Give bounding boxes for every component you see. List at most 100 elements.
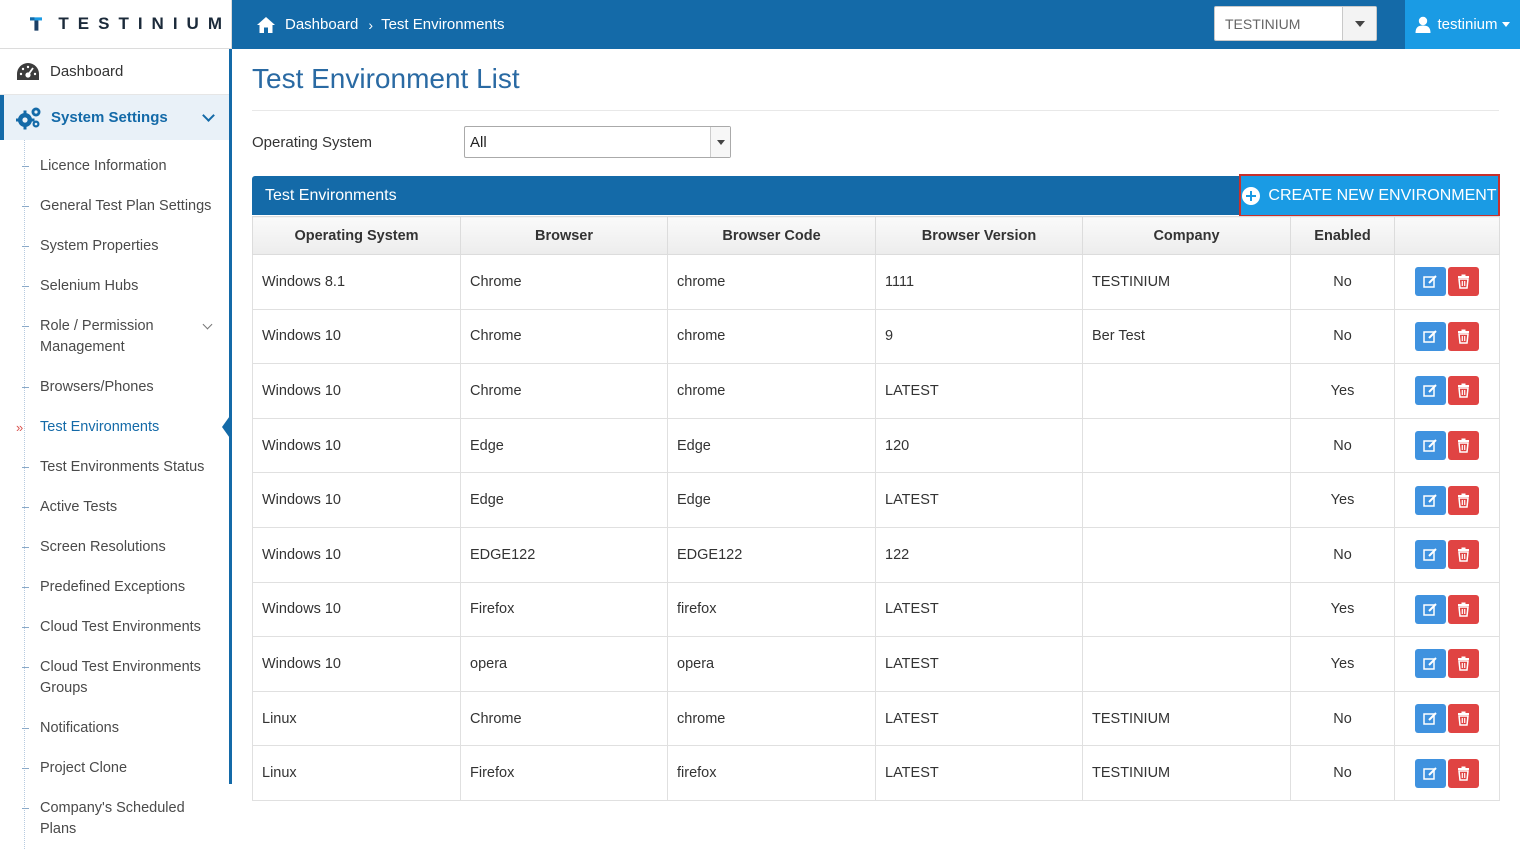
tree-dash (22, 507, 29, 508)
tree-dash (22, 387, 29, 388)
sidebar-item-cloud-test-environments-groups[interactable]: Cloud Test Environments Groups (0, 647, 229, 708)
sidebar-item-test-environments[interactable]: » Test Environments (0, 407, 232, 447)
column-header[interactable]: Enabled (1290, 216, 1395, 255)
sidebar-item-label: Predefined Exceptions (40, 579, 186, 595)
sidebar-item-label: System Settings (51, 109, 168, 126)
row-actions (1394, 254, 1500, 310)
sidebar-item-general-test-plan-settings[interactable]: General Test Plan Settings (0, 186, 229, 226)
table-cell (1082, 417, 1291, 474)
delete-button[interactable] (1448, 704, 1479, 734)
table-cell: chrome (667, 254, 876, 310)
company-select[interactable]: TESTINIUM (1214, 6, 1377, 41)
sidebar-item-notifications[interactable]: Notifications (0, 708, 229, 748)
sidebar-item-selenium-hubs[interactable]: Selenium Hubs (0, 266, 229, 306)
edit-button[interactable] (1415, 485, 1446, 515)
table-cell: Windows 10 (252, 308, 461, 365)
column-header[interactable]: Operating System (252, 216, 461, 255)
sidebar-item-label: System Properties (40, 238, 159, 254)
table-cell: opera (667, 636, 876, 692)
delete-button[interactable] (1448, 321, 1479, 351)
table-cell: chrome (667, 308, 876, 365)
edit-button[interactable] (1415, 431, 1446, 461)
table-row: Windows 10 Chrome chrome 9 Ber Test No (252, 308, 1500, 365)
sidebar-item-label: Test Environments Status (40, 459, 205, 475)
delete-button[interactable] (1448, 485, 1479, 515)
delete-button[interactable] (1448, 431, 1479, 461)
table-cell: Chrome (460, 690, 668, 747)
column-header[interactable]: Browser Version (875, 216, 1083, 255)
user-name: testinium (1437, 16, 1498, 33)
delete-button[interactable] (1448, 758, 1479, 788)
company-select-toggle[interactable] (1342, 7, 1376, 40)
breadcrumb-separator: › (368, 16, 374, 33)
table-cell: No (1290, 308, 1395, 365)
edit-button[interactable] (1415, 649, 1446, 679)
tree-dash (22, 587, 29, 588)
table-cell: No (1290, 526, 1395, 583)
company-select-value: TESTINIUM (1225, 15, 1301, 32)
user-icon (1415, 16, 1431, 33)
sidebar-item-system-settings[interactable]: System Settings (0, 95, 229, 140)
active-indicator (222, 413, 232, 441)
sidebar-item-test-environments-status[interactable]: Test Environments Status (0, 447, 229, 487)
column-header[interactable]: Browser (460, 216, 668, 255)
table-row: Linux Firefox firefox LATEST TESTINIUM No (252, 745, 1500, 801)
table-cell: Windows 10 (252, 581, 461, 638)
tree-dash (22, 246, 29, 247)
cogs-icon (16, 107, 41, 129)
edit-button[interactable] (1415, 758, 1446, 788)
sidebar-item-companys-scheduled-plans[interactable]: Company's Scheduled Plans (0, 788, 229, 849)
sidebar-item-dashboard[interactable]: Dashboard (0, 49, 229, 95)
tree-dash (22, 286, 29, 287)
delete-button[interactable] (1448, 267, 1479, 297)
table-cell: No (1290, 417, 1395, 474)
table-cell: LATEST (875, 636, 1083, 692)
user-menu[interactable]: testinium (1405, 0, 1520, 49)
create-new-environment-button[interactable]: CREATE NEW ENVIRONMENT (1239, 174, 1500, 217)
table-cell: No (1290, 745, 1395, 801)
filter-label: Operating System (252, 134, 373, 151)
sidebar-item-screen-resolutions[interactable]: Screen Resolutions (0, 527, 229, 567)
sidebar-item-label: Cloud Test Environments Groups (40, 659, 201, 696)
delete-button[interactable] (1448, 376, 1479, 406)
column-header[interactable]: Browser Code (667, 216, 876, 255)
table-cell: Firefox (460, 581, 668, 638)
home-icon[interactable] (256, 16, 276, 34)
panel-title: Test Environments (265, 186, 397, 204)
operating-system-select-toggle[interactable] (710, 127, 730, 157)
active-arrows-icon: » (16, 420, 24, 435)
logo[interactable]: TESTINIUM (0, 0, 232, 49)
table-cell: firefox (667, 745, 876, 801)
panel-header: Test Environments CREATE NEW ENVIRONMENT (252, 174, 1500, 217)
operating-system-select-value: All (470, 133, 487, 151)
delete-button[interactable] (1448, 594, 1479, 624)
column-header[interactable]: Company (1082, 216, 1291, 255)
edit-button[interactable] (1415, 704, 1446, 734)
sidebar-item-browsers-phones[interactable]: Browsers/Phones (0, 367, 229, 407)
table-cell: opera (460, 636, 668, 692)
edit-button[interactable] (1415, 376, 1446, 406)
edit-button[interactable] (1415, 321, 1446, 351)
sidebar-item-label: Licence Information (40, 158, 167, 174)
delete-button[interactable] (1448, 649, 1479, 679)
sidebar-item-role-permission-management[interactable]: Role / Permission Management (0, 306, 229, 367)
operating-system-select[interactable]: All (464, 126, 731, 158)
sidebar-item-active-tests[interactable]: Active Tests (0, 487, 229, 527)
edit-button[interactable] (1415, 594, 1446, 624)
sidebar-item-predefined-exceptions[interactable]: Predefined Exceptions (0, 567, 229, 607)
sidebar-item-label: Test Environments (40, 419, 160, 435)
sidebar-item-cloud-test-environments[interactable]: Cloud Test Environments (0, 607, 229, 647)
breadcrumb-dashboard[interactable]: Dashboard (285, 16, 359, 33)
sidebar-item-label: Dashboard (50, 63, 124, 80)
sidebar-item-label: Browsers/Phones (40, 379, 154, 395)
sidebar-item-system-properties[interactable]: System Properties (0, 226, 229, 266)
table-cell: Windows 8.1 (252, 254, 461, 310)
tree-dash (22, 768, 29, 769)
sidebar-item-project-clone[interactable]: Project Clone (0, 748, 229, 788)
delete-button[interactable] (1448, 540, 1479, 570)
tree-dash (22, 627, 29, 628)
edit-button[interactable] (1415, 540, 1446, 570)
edit-button[interactable] (1415, 267, 1446, 297)
table-cell: Edge (460, 417, 668, 474)
sidebar-item-licence-information[interactable]: Licence Information (0, 146, 229, 186)
